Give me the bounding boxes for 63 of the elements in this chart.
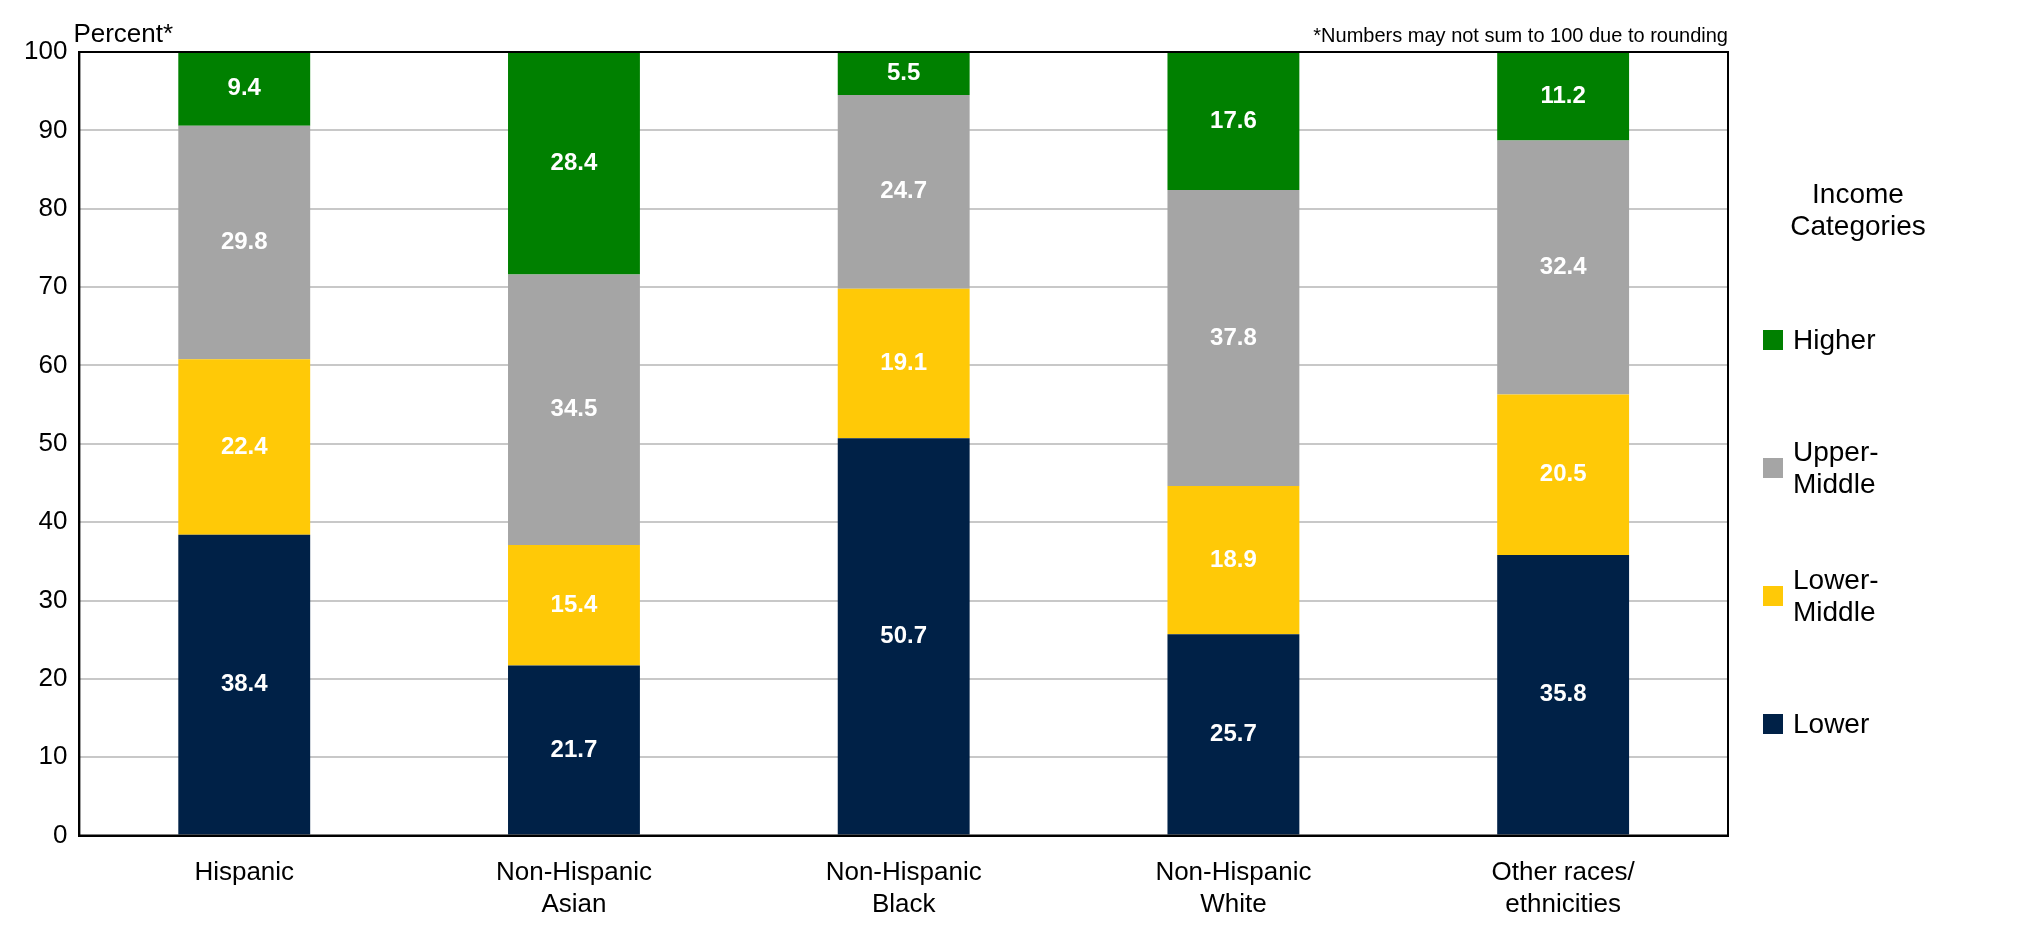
bar — [1497, 52, 1630, 141]
bar — [837, 288, 970, 439]
data-label: 28.4 — [550, 147, 598, 175]
bar — [1167, 486, 1300, 635]
data-label: 50.7 — [880, 621, 928, 649]
data-label: 18.9 — [1210, 544, 1257, 572]
y-tick-label: 10 — [38, 740, 68, 771]
data-label: 32.4 — [1539, 252, 1588, 280]
data-label: 15.4 — [550, 589, 598, 617]
bar — [1497, 555, 1630, 835]
bar — [178, 359, 311, 535]
bar — [1167, 634, 1300, 835]
data-label: 5.5 — [887, 58, 921, 86]
data-label: 19.1 — [880, 348, 928, 376]
bar — [508, 544, 640, 666]
data-label: 38.4 — [220, 669, 269, 697]
x-tick-label: Non-Hispanic Black — [825, 856, 982, 918]
bar — [1497, 394, 1630, 556]
legend-label: Lower-Middle — [1793, 564, 1880, 628]
bar — [508, 665, 640, 835]
bar — [1497, 140, 1630, 395]
data-label: 35.8 — [1539, 679, 1587, 707]
y-tick-label: 50 — [38, 426, 68, 457]
data-label: 20.5 — [1539, 459, 1587, 487]
bar — [837, 52, 970, 96]
data-label: 29.8 — [220, 227, 268, 255]
x-tick-label: Hispanic — [194, 856, 295, 887]
y-tick-label: 40 — [38, 505, 68, 536]
legend-label: Higher — [1793, 324, 1877, 356]
x-tick-label: Non-Hispanic White — [1155, 856, 1312, 918]
text: *Numbers may not sum to 100 due to rounding — [1313, 23, 1728, 46]
y-tick-label: 60 — [38, 348, 68, 379]
y-tick-label: 80 — [38, 191, 68, 222]
y-tick-label: 30 — [38, 583, 68, 614]
bar — [1167, 52, 1300, 190]
bar — [1167, 189, 1300, 487]
legend-label: Upper-Middle — [1793, 436, 1880, 500]
x-tick-label: Non-Hispanic Asian — [495, 856, 653, 918]
bar — [508, 52, 640, 275]
bar — [837, 438, 970, 835]
y-axis-title: Percent* — [73, 18, 174, 49]
data-label: 37.8 — [1210, 322, 1257, 350]
data-label: 34.5 — [550, 394, 598, 422]
x-tick-label: Other races/ ethnicities — [1491, 856, 1636, 918]
data-label: 24.7 — [880, 176, 928, 204]
y-tick-label: 100 — [23, 35, 68, 66]
bar — [178, 52, 311, 126]
bar — [178, 125, 311, 360]
legend-label: Lower — [1793, 708, 1871, 740]
bar — [508, 274, 640, 545]
bar — [837, 95, 970, 289]
data-label: 11.2 — [1540, 81, 1586, 109]
y-tick-label: 0 — [52, 818, 68, 849]
data-label: 22.4 — [220, 431, 269, 459]
data-label: 21.7 — [550, 734, 598, 762]
bar — [178, 534, 311, 835]
data-label: 17.6 — [1210, 105, 1257, 133]
y-tick-label: 20 — [38, 662, 68, 693]
legend-title: Income Categories — [1789, 178, 1927, 242]
data-label: 25.7 — [1210, 719, 1257, 747]
y-tick-label: 90 — [38, 113, 68, 144]
data-label: 9.4 — [227, 73, 262, 101]
y-tick-label: 70 — [38, 270, 68, 301]
